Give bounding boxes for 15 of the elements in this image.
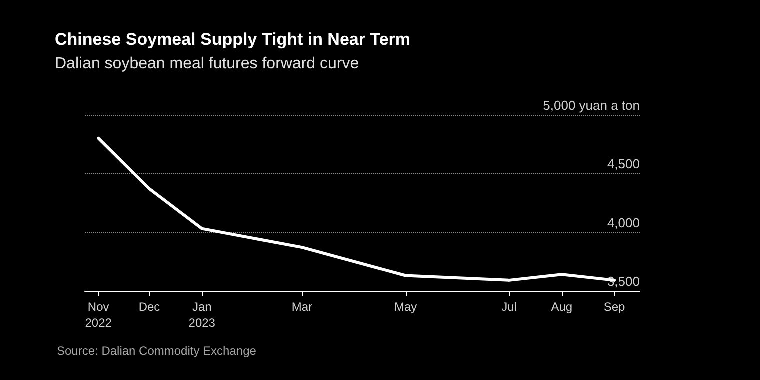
y-tick-label: 3,500 xyxy=(607,274,640,289)
x-tick-label: May xyxy=(394,300,418,314)
y-tick-label: 5,000 yuan a ton xyxy=(543,98,640,113)
y-tick-label: 4,000 xyxy=(607,215,640,230)
x-tick-label: Sep xyxy=(604,300,626,314)
x-tick-label: Dec xyxy=(138,300,160,314)
x-tick-label: Mar xyxy=(292,300,313,314)
x-tick-label: Jul xyxy=(502,300,517,314)
chart-subtitle: Dalian soybean meal futures forward curve xyxy=(55,56,360,72)
source-note: Source: Dalian Commodity Exchange xyxy=(57,344,257,358)
y-tick-label: 4,500 xyxy=(607,156,640,172)
chart-title: Chinese Soymeal Supply Tight in Near Term xyxy=(55,30,411,49)
x-tick-label: Aug xyxy=(551,300,573,314)
x-tick-label: Jan 2023 xyxy=(188,300,216,330)
x-tick-label: Nov 2022 xyxy=(85,300,112,330)
